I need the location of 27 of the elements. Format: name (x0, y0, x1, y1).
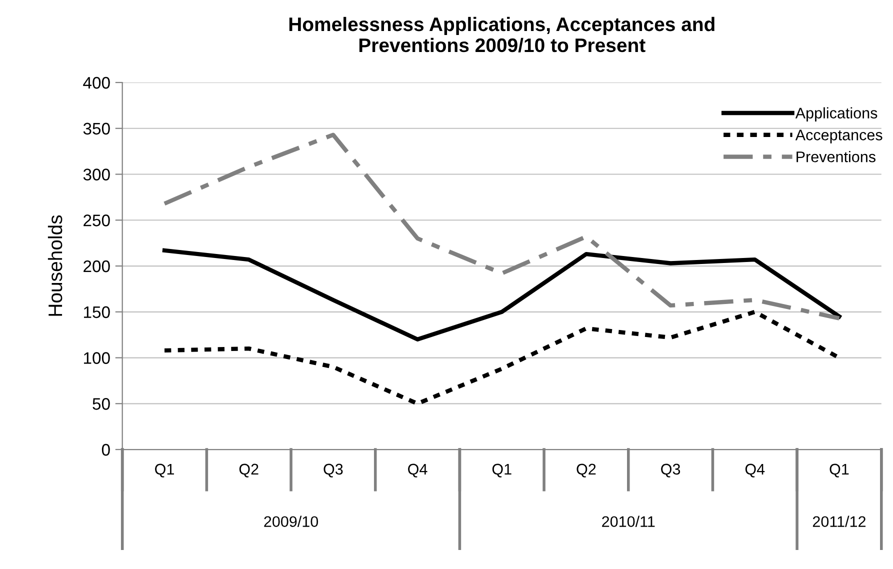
legend-label: Applications (795, 107, 878, 122)
y-tick-label: 100 (84, 352, 110, 364)
x-tick-label: Q1 (492, 464, 512, 478)
legend-label: Acceptances (795, 130, 882, 144)
x-tick-label: Q3 (661, 464, 680, 478)
text: 2011/12 (812, 516, 866, 528)
x-tick-label: Q2 (576, 464, 596, 478)
x-tick-label: Q1 (830, 464, 849, 478)
text: 2009/10 (264, 516, 318, 528)
y-tick-label: 400 (83, 76, 110, 89)
y-tick-label: 50 (92, 398, 110, 410)
y-tick-label: 150 (84, 306, 110, 318)
x-tick-label: Q2 (239, 464, 258, 478)
chart-title: Homelessness Applications, Acceptances and Preventions 2009/10 to Present (289, 16, 714, 52)
y-axis-title: Households (48, 215, 62, 316)
x-tick-label: Q1 (155, 464, 174, 478)
line-series (162, 248, 842, 342)
x-tick-label: Q3 (324, 464, 343, 478)
legend-label: Preventions (796, 151, 876, 162)
y-tick-label: 0 (102, 444, 110, 456)
x-tick-label: Q4 (408, 464, 428, 478)
y-tick-label: 200 (84, 260, 110, 272)
y-tick-label: 250 (84, 214, 110, 226)
x-tick-label: Q4 (745, 464, 765, 478)
text: 2010/11 (602, 516, 655, 528)
y-tick-label: 300 (83, 168, 110, 180)
y-tick-label: 350 (83, 122, 110, 135)
